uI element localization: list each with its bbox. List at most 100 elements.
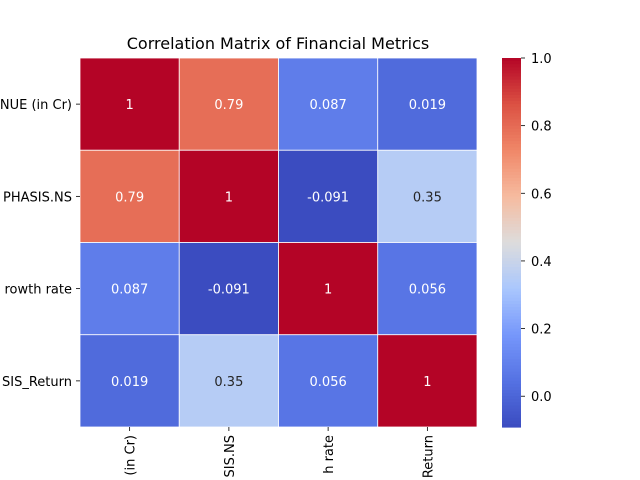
colorbar-segment	[502, 359, 521, 364]
colorbar-segment	[502, 61, 521, 65]
heatmap-cells	[79, 57, 478, 428]
colorbar-segment	[502, 236, 521, 241]
colorbar-segment	[502, 297, 521, 302]
colorbar-segment	[502, 119, 521, 124]
colorbar-segment	[502, 396, 521, 400]
colorbar-segment	[502, 85, 521, 90]
colorbar-segment	[502, 374, 521, 379]
colorbar-segment	[502, 279, 521, 284]
cell-annotation: 0.35	[214, 375, 243, 390]
colorbar-segment	[502, 380, 521, 385]
heatmap-cell	[377, 334, 478, 428]
colorbar: 0.0 0.2 0.4 0.6 0.8 1.0	[502, 52, 552, 428]
colorbar-segment	[502, 153, 521, 157]
heatmap-cell	[278, 57, 379, 151]
colorbar-segment	[502, 371, 521, 376]
colorbar-segment	[502, 350, 521, 354]
colorbar-segment	[502, 331, 521, 336]
colorbar-segment	[502, 88, 521, 93]
colorbar-segment	[502, 147, 521, 151]
colorbar-segment	[502, 399, 521, 403]
heatmap-cell	[178, 149, 279, 243]
colorbar-segment	[502, 150, 521, 154]
colorbar-segment	[502, 177, 521, 182]
cell-annotation: 0.056	[310, 375, 347, 390]
colorbar-segment	[502, 282, 521, 287]
colorbar-tick-label: 0.6	[531, 187, 552, 202]
colorbar-segment	[502, 199, 521, 204]
colorbar-segment	[502, 353, 521, 357]
colorbar-segment	[502, 134, 521, 139]
colorbar-segment	[502, 334, 521, 339]
colorbar-segment	[502, 316, 521, 320]
colorbar-segment	[502, 347, 521, 351]
heatmap-annotations: 1 0.79 0.087 0.019 0.79 1 -0.091 0.35 0.087 -0.09…	[111, 98, 446, 390]
colorbar-segment	[502, 242, 521, 247]
colorbar-segment	[502, 141, 521, 145]
colorbar-segment	[502, 211, 521, 216]
y-tick-label: rowth rate	[4, 283, 72, 298]
x-tick-label: Return	[421, 435, 436, 478]
colorbar-segment	[502, 156, 521, 161]
colorbar-segment	[502, 131, 521, 136]
y-tick-label: NUE (in Cr)	[0, 98, 72, 113]
colorbar-segment	[502, 343, 521, 348]
cell-annotation: -0.091	[208, 283, 250, 298]
y-tick-label: SIS_Return	[2, 375, 72, 390]
colorbar-segment	[502, 159, 521, 164]
colorbar-segment	[502, 411, 521, 416]
colorbar-tick-label: 0.4	[531, 255, 552, 270]
colorbar-segment	[502, 208, 521, 213]
colorbar-segment	[502, 230, 521, 234]
colorbar-tick-label: 0.2	[531, 323, 552, 338]
colorbar-segment	[502, 417, 521, 422]
x-tick-label: (in Cr)	[124, 435, 139, 476]
colorbar-segment	[502, 125, 521, 130]
colorbar-segment	[502, 233, 521, 237]
colorbar-segment	[502, 193, 521, 197]
colorbar-segment	[502, 220, 521, 225]
cell-annotation: -0.091	[307, 190, 349, 205]
heatmap-cell	[377, 242, 478, 336]
colorbar-segment	[502, 205, 521, 210]
colorbar-tick-label: 1.0	[531, 52, 552, 67]
colorbar-segment	[502, 291, 521, 296]
colorbar-tick-label: 0.0	[531, 390, 552, 405]
colorbar-segment	[502, 365, 521, 370]
chart-title: Correlation Matrix of Financial Metrics	[127, 34, 430, 53]
colorbar-segment	[502, 377, 521, 382]
colorbar-segment	[502, 264, 521, 268]
cell-annotation: 1	[225, 190, 233, 205]
heatmap-cell	[178, 242, 279, 336]
cell-annotation: 0.35	[413, 190, 442, 205]
heatmap-cell	[178, 57, 279, 151]
colorbar-segment	[502, 260, 521, 265]
heatmap-cell	[79, 149, 180, 243]
colorbar-segment	[502, 423, 521, 428]
colorbar-segment	[502, 107, 521, 111]
colorbar-segment	[502, 307, 521, 311]
colorbar-segment	[502, 168, 521, 173]
y-tick-label: PHASIS.NS	[3, 190, 72, 205]
colorbar-segment	[502, 190, 521, 194]
colorbar-segment	[502, 128, 521, 133]
colorbar-segment	[502, 224, 521, 228]
cell-annotation: 0.087	[111, 283, 148, 298]
colorbar-segment	[502, 304, 521, 308]
colorbar-segment	[502, 196, 521, 201]
colorbar-segment	[502, 214, 521, 219]
colorbar-segment	[502, 337, 521, 342]
colorbar-segment	[502, 393, 521, 397]
colorbar-segment	[502, 383, 521, 388]
colorbar-segment	[502, 414, 521, 419]
colorbar-segment	[502, 328, 521, 333]
colorbar-segment	[502, 217, 521, 222]
cell-annotation: 1	[125, 98, 133, 113]
colorbar-segment	[502, 239, 521, 244]
colorbar-segment	[502, 340, 521, 345]
colorbar-segment	[502, 171, 521, 176]
heatmap-cell	[278, 334, 379, 428]
colorbar-segment	[502, 137, 521, 142]
colorbar-segment	[502, 184, 521, 188]
